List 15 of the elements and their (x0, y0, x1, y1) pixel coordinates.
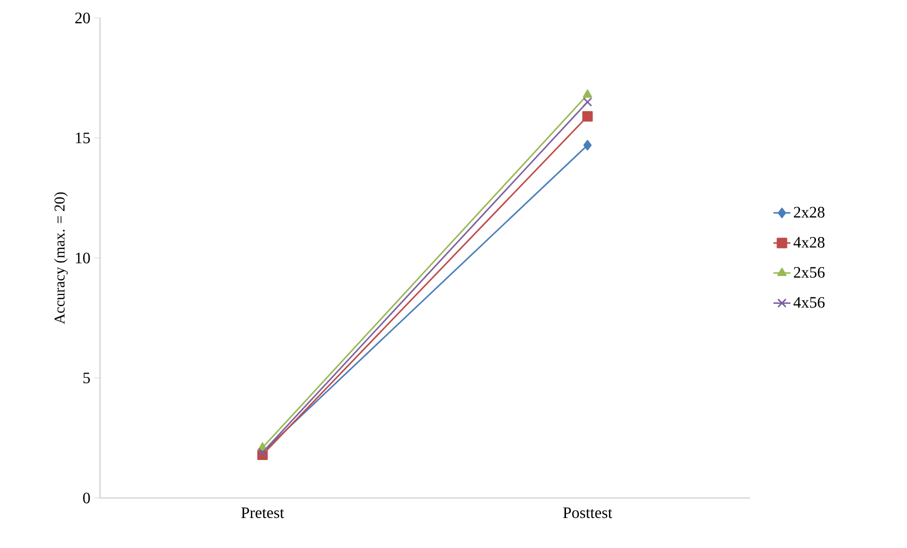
y-tick-label: 10 (76, 252, 90, 264)
x-tick-label: Pretest (241, 508, 284, 518)
point (583, 140, 592, 150)
y-axis-title: Accuracy (max. = 20) (54, 192, 68, 324)
legend-label: 4x56 (794, 297, 825, 308)
legend-label: 2x28 (794, 206, 824, 218)
x-tick-label: Posttest (563, 508, 612, 518)
y-tick-label: 20 (75, 12, 90, 24)
y-tick-label: 15 (76, 132, 90, 144)
legend-label: 4x28 (794, 236, 824, 248)
point (582, 111, 593, 122)
legend-label: 2x56 (794, 267, 825, 278)
point (582, 97, 592, 107)
y-tick-label: 0 (83, 492, 90, 504)
y-tick-label: 5 (83, 372, 90, 384)
